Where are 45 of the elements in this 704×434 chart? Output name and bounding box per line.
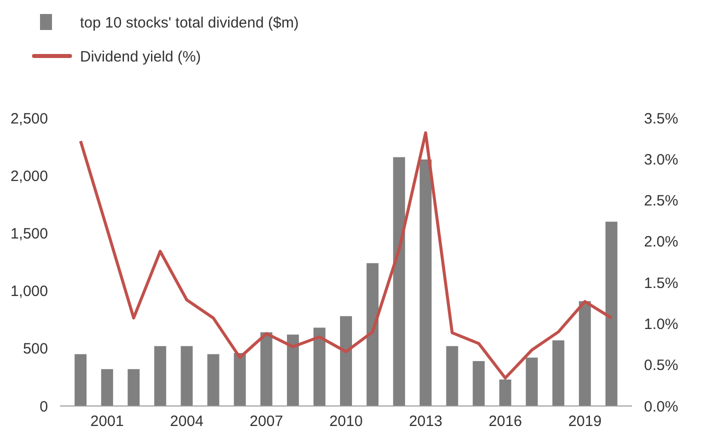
y2-tick-label: 3.0% [644,151,678,168]
bar [234,353,246,406]
y2-tick-label: 2.5% [644,192,678,210]
bar [499,380,512,406]
bar [101,369,114,406]
bar [526,358,538,406]
legend-label: top 10 stocks' total dividend ($m) [80,14,299,32]
bar [286,334,299,406]
legend-label: Dividend yield (%) [80,48,201,66]
bar [472,361,485,406]
x-tick-label: 2004 [170,413,204,430]
bar [340,316,352,406]
x-tick-label: 2019 [568,413,602,430]
y-tick-label: 500 [22,340,48,358]
y2-tick-label: 1.0% [644,316,678,333]
x-tick-label: 2001 [90,413,124,430]
y2-tick-label: 0.5% [644,357,678,374]
bar [128,369,140,406]
bar [313,328,326,406]
bar [207,354,220,406]
y-tick-label: 0 [40,398,48,416]
y2-tick-label: 0.0% [644,398,678,416]
bar [154,346,166,406]
bar [74,354,87,406]
y-tick-label: 1,500 [10,225,48,242]
y-tick-label: 2,000 [10,168,48,185]
bar [578,301,591,406]
line-series [79,131,613,380]
bar [446,346,458,406]
bar [420,159,432,406]
bar [180,346,193,406]
bar [552,340,564,406]
bar [605,222,618,406]
y2-tick-label: 1.5% [644,274,678,292]
y2-tick-label: 2.0% [644,234,678,251]
x-tick-label: 2013 [408,413,442,430]
x-tick-label: 2010 [329,413,363,430]
y-tick-label: 2,500 [10,110,48,128]
bar [393,157,406,406]
y2-tick-label: 3.5% [644,110,678,128]
x-tick-label: 2016 [488,413,522,430]
bar [366,263,379,406]
bar [260,332,272,406]
y-tick-label: 1,000 [10,283,48,300]
x-tick-label: 2007 [250,413,284,430]
